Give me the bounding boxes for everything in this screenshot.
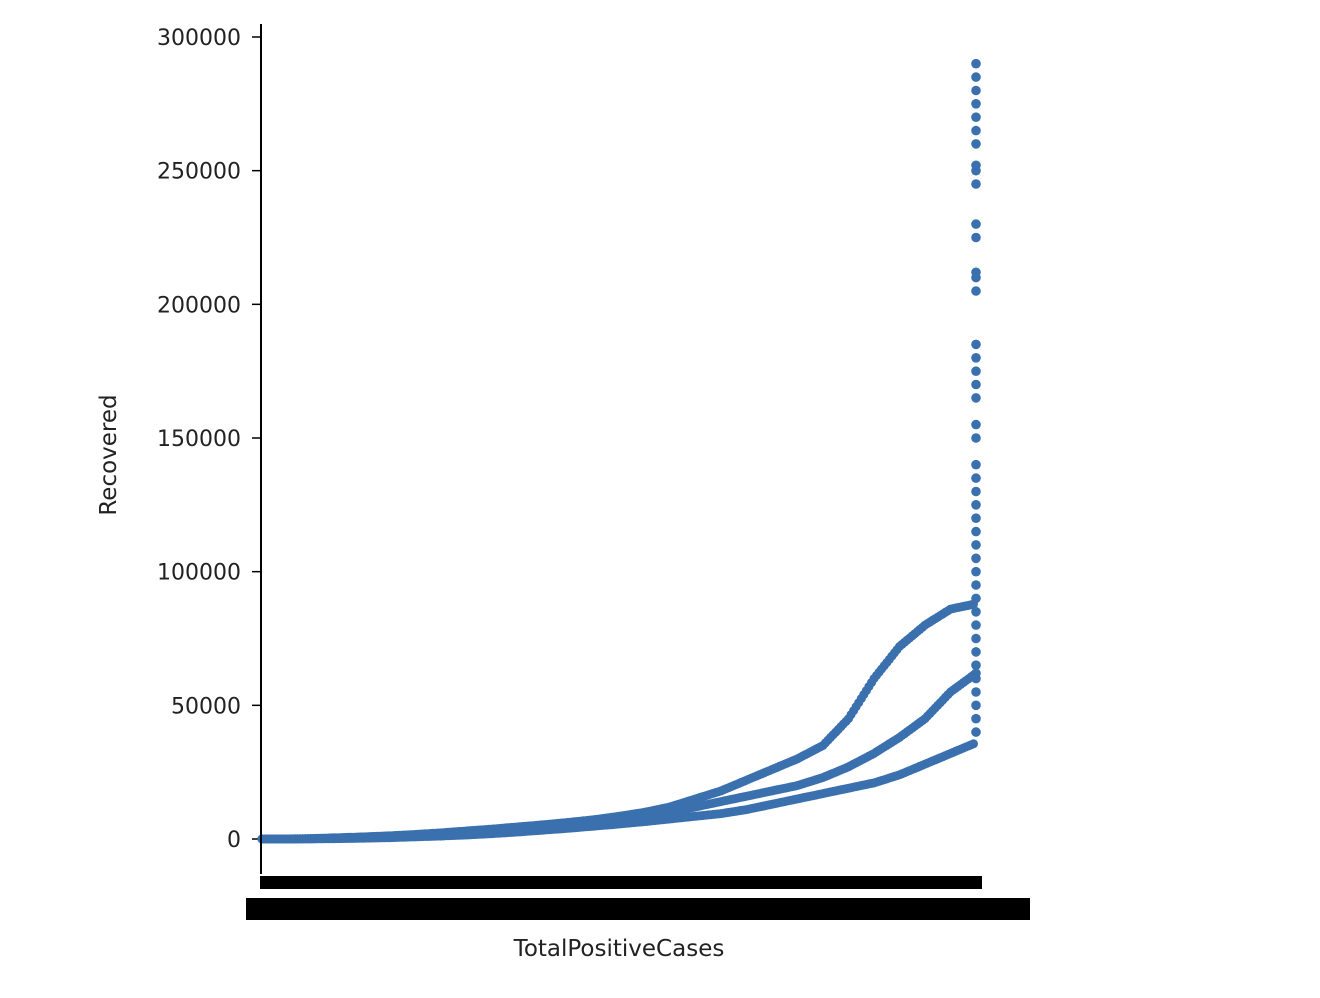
data-point (971, 526, 981, 537)
data-point (971, 379, 981, 390)
data-point (971, 580, 981, 590)
data-point (971, 727, 981, 737)
y-tick-label: 250000 (157, 160, 241, 185)
x-axis-tick-marks (246, 876, 1030, 920)
y-tick-label: 0 (227, 828, 241, 853)
data-point (971, 58, 981, 69)
data-point (971, 419, 981, 430)
x-axis-label: TotalPositiveCases (513, 936, 725, 962)
data-point (971, 660, 981, 670)
y-tick-label: 200000 (157, 293, 241, 318)
data-point (971, 700, 981, 711)
data-point (971, 112, 981, 122)
data-point (971, 339, 981, 350)
data-point (971, 353, 981, 363)
data-point (971, 179, 981, 189)
y-tick-label: 50000 (171, 694, 241, 719)
data-point (971, 267, 981, 278)
data-point (971, 566, 981, 577)
data-point (971, 633, 981, 644)
data-point (971, 366, 981, 377)
x-tick-marks-band (260, 876, 982, 889)
data-point (971, 647, 981, 657)
data-point (971, 513, 981, 523)
data-point (971, 72, 981, 82)
data-point (971, 433, 981, 443)
data-point (971, 687, 981, 697)
x-tick-labels-band (246, 898, 1030, 920)
y-tick-label: 150000 (157, 427, 241, 452)
data-point (971, 540, 981, 550)
data-point (971, 620, 981, 630)
data-point (971, 85, 981, 96)
data-point (971, 553, 981, 564)
data-point (971, 99, 981, 109)
data-point (971, 668, 981, 679)
data-point (971, 473, 981, 483)
y-axis-ticks: 0 50000 100000 150000 200000 250000 300000 (157, 26, 261, 853)
data-point (971, 219, 981, 229)
data-point (971, 139, 981, 149)
data-point (969, 739, 978, 749)
data-point (971, 713, 981, 724)
y-axis-label: Recovered (96, 394, 122, 515)
data-point (971, 286, 981, 296)
data-points (257, 58, 981, 844)
y-tick-label: 100000 (157, 561, 241, 586)
data-point (971, 125, 981, 136)
data-point (971, 160, 981, 171)
data-point (971, 486, 981, 497)
data-point (971, 232, 981, 243)
data-point (971, 459, 981, 470)
y-tick-label: 300000 (157, 26, 241, 51)
data-point (971, 500, 981, 510)
data-point (971, 607, 981, 617)
data-point (971, 593, 981, 604)
data-point (971, 393, 981, 403)
